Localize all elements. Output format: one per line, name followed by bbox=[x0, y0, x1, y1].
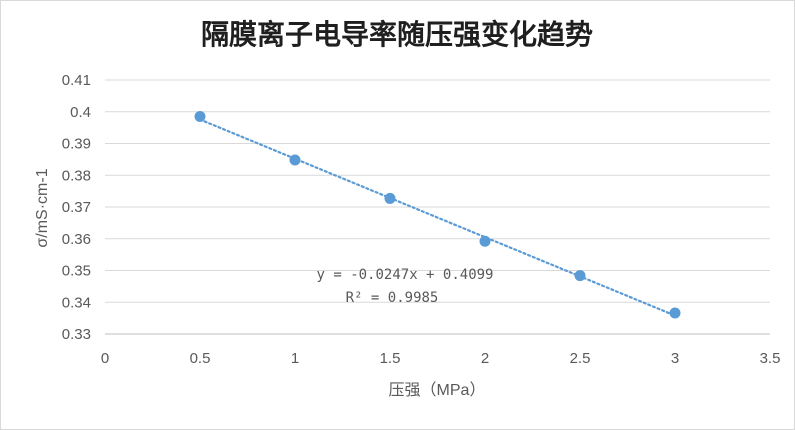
data-point bbox=[289, 154, 301, 166]
y-tick-label: 0.35 bbox=[62, 263, 91, 280]
x-tick-label: 3.5 bbox=[760, 350, 781, 367]
y-tick-label: 0.38 bbox=[62, 167, 91, 184]
y-tick-label: 0.36 bbox=[62, 231, 91, 248]
data-point bbox=[574, 270, 586, 282]
y-tick-labels: 0.33 0.34 0.35 0.36 0.37 0.38 0.39 0.4 0.41 bbox=[62, 72, 91, 343]
x-tick-label: 3 bbox=[671, 350, 679, 367]
y-tick-label: 0.37 bbox=[62, 199, 91, 216]
gridlines bbox=[105, 79, 770, 335]
x-tick-label: 2.5 bbox=[570, 350, 591, 367]
y-tick-label: 0.33 bbox=[62, 326, 91, 343]
trendline-r-squared: R² = 0.9985 bbox=[346, 290, 439, 306]
x-tick-label: 1 bbox=[291, 350, 299, 367]
x-tick-label: 0 bbox=[101, 350, 109, 367]
chart-title: 隔膜离子电导率随压强变化趋势 bbox=[201, 18, 593, 51]
data-point bbox=[479, 235, 491, 247]
data-point bbox=[384, 192, 396, 204]
y-tick-label: 0.34 bbox=[62, 294, 91, 311]
y-axis-label: σ/mS·cm-1 bbox=[34, 168, 51, 247]
data-point bbox=[194, 111, 206, 123]
data-points bbox=[194, 111, 681, 319]
x-tick-label: 1.5 bbox=[380, 350, 401, 367]
x-tick-labels: 0 0.5 1 1.5 2 2.5 3 3.5 bbox=[101, 350, 781, 367]
x-axis-label: 压强（MPa） bbox=[389, 381, 486, 399]
y-tick-label: 0.39 bbox=[62, 136, 91, 153]
trendline-group bbox=[198, 118, 677, 317]
data-point bbox=[669, 307, 681, 319]
trendline-equation: y = -0.0247x + 0.4099 bbox=[316, 267, 493, 283]
x-tick-label: 2 bbox=[481, 350, 489, 367]
y-tick-label: 0.4 bbox=[70, 104, 91, 121]
trendline bbox=[198, 118, 677, 317]
y-tick-label: 0.41 bbox=[62, 72, 91, 89]
x-tick-label: 0.5 bbox=[190, 350, 211, 367]
